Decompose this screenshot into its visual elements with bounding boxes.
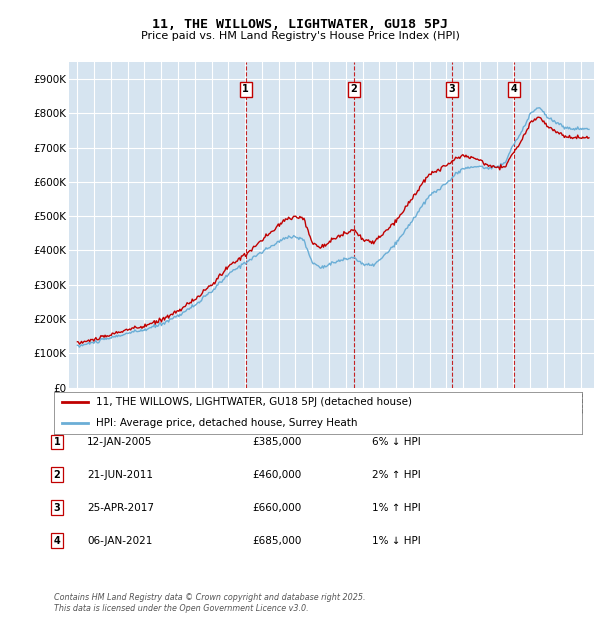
Text: 3: 3	[53, 503, 61, 513]
Text: 3: 3	[448, 84, 455, 94]
Text: 06-JAN-2021: 06-JAN-2021	[87, 536, 152, 546]
Text: 2: 2	[350, 84, 357, 94]
Text: Contains HM Land Registry data © Crown copyright and database right 2025.
This d: Contains HM Land Registry data © Crown c…	[54, 593, 365, 613]
Text: 21-JUN-2011: 21-JUN-2011	[87, 470, 153, 480]
Text: 2: 2	[53, 470, 61, 480]
Text: 12-JAN-2005: 12-JAN-2005	[87, 437, 152, 447]
Text: Price paid vs. HM Land Registry's House Price Index (HPI): Price paid vs. HM Land Registry's House …	[140, 31, 460, 41]
Text: 1: 1	[53, 437, 61, 447]
Text: 1: 1	[242, 84, 249, 94]
Text: 11, THE WILLOWS, LIGHTWATER, GU18 5PJ: 11, THE WILLOWS, LIGHTWATER, GU18 5PJ	[152, 19, 448, 31]
Text: 1% ↓ HPI: 1% ↓ HPI	[372, 536, 421, 546]
Text: 4: 4	[53, 536, 61, 546]
Text: 2% ↑ HPI: 2% ↑ HPI	[372, 470, 421, 480]
Text: £385,000: £385,000	[252, 437, 301, 447]
Text: 6% ↓ HPI: 6% ↓ HPI	[372, 437, 421, 447]
Text: HPI: Average price, detached house, Surrey Heath: HPI: Average price, detached house, Surr…	[96, 418, 358, 428]
Text: £685,000: £685,000	[252, 536, 301, 546]
Text: 4: 4	[511, 84, 517, 94]
Text: 1% ↑ HPI: 1% ↑ HPI	[372, 503, 421, 513]
Text: £460,000: £460,000	[252, 470, 301, 480]
Text: 25-APR-2017: 25-APR-2017	[87, 503, 154, 513]
Text: 11, THE WILLOWS, LIGHTWATER, GU18 5PJ (detached house): 11, THE WILLOWS, LIGHTWATER, GU18 5PJ (d…	[96, 397, 412, 407]
Text: £660,000: £660,000	[252, 503, 301, 513]
